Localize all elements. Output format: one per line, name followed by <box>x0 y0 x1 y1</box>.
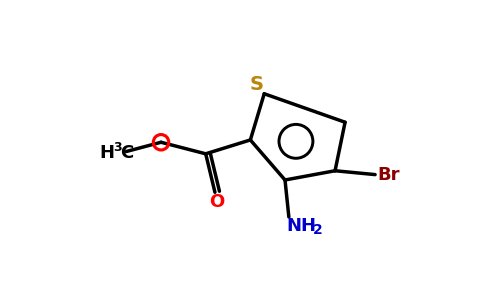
Text: O: O <box>209 193 224 211</box>
Text: 2: 2 <box>313 223 323 237</box>
Text: 3: 3 <box>113 141 121 154</box>
Text: S: S <box>250 75 263 94</box>
Text: NH: NH <box>286 217 316 235</box>
Text: Br: Br <box>378 166 400 184</box>
Text: H: H <box>100 144 115 162</box>
Text: C: C <box>120 144 133 162</box>
